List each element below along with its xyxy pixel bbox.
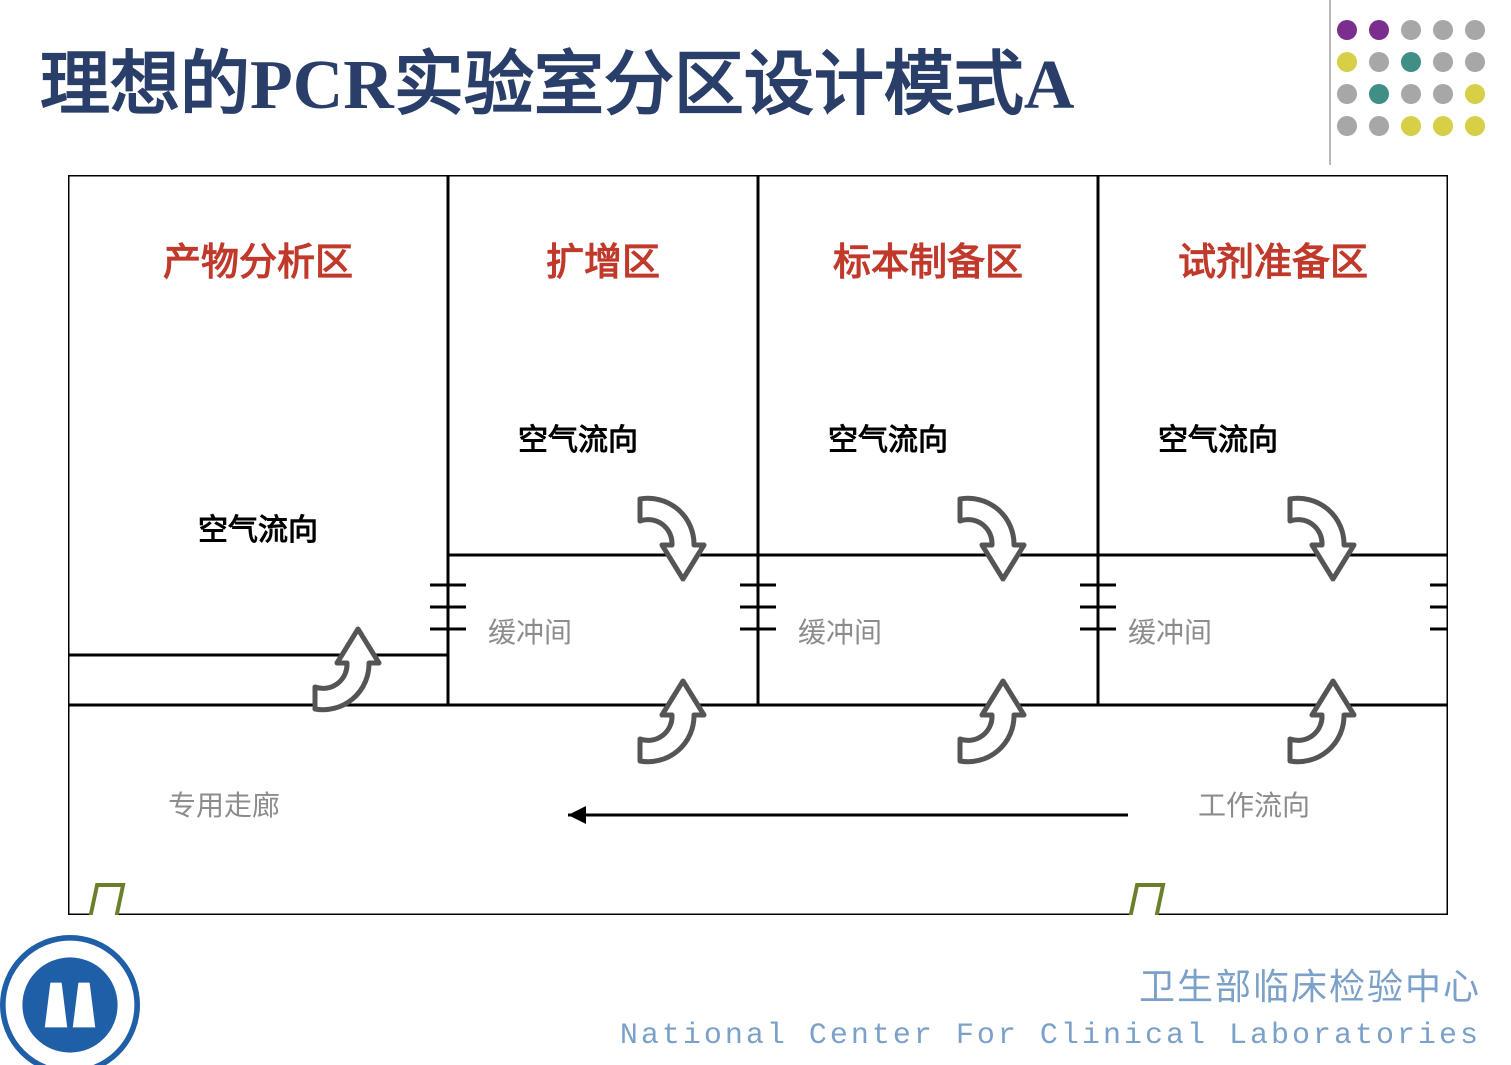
svg-text:空气流向: 空气流向: [1158, 424, 1278, 457]
svg-text:产物分析区: 产物分析区: [163, 242, 353, 284]
footer-org-en: National Center For Clinical Laboratorie…: [620, 1019, 1481, 1053]
svg-text:缓冲间: 缓冲间: [798, 617, 882, 649]
page-title: 理想的PCR实验室分区设计模式A: [40, 28, 1074, 129]
svg-text:试剂准备区: 试剂准备区: [1178, 242, 1368, 284]
svg-text:工作流向: 工作流向: [1198, 790, 1310, 822]
decorative-vline: [1329, 0, 1331, 165]
org-logo-icon: [0, 935, 140, 1065]
floorplan-diagram: 产物分析区扩增区标本制备区试剂准备区空气流向空气流向空气流向空气流向缓冲间缓冲间…: [68, 175, 1448, 915]
decorative-dots: [1337, 20, 1491, 142]
svg-text:缓冲间: 缓冲间: [488, 617, 572, 649]
svg-text:空气流向: 空气流向: [828, 424, 948, 457]
svg-text:空气流向: 空气流向: [518, 424, 638, 457]
svg-text:缓冲间: 缓冲间: [1128, 617, 1212, 649]
svg-text:专用走廊: 专用走廊: [168, 790, 280, 822]
svg-text:标本制备区: 标本制备区: [833, 242, 1023, 284]
footer-org-cn: 卫生部临床检验中心: [1139, 958, 1481, 1010]
svg-text:空气流向: 空气流向: [198, 514, 318, 547]
svg-text:扩增区: 扩增区: [546, 242, 660, 284]
